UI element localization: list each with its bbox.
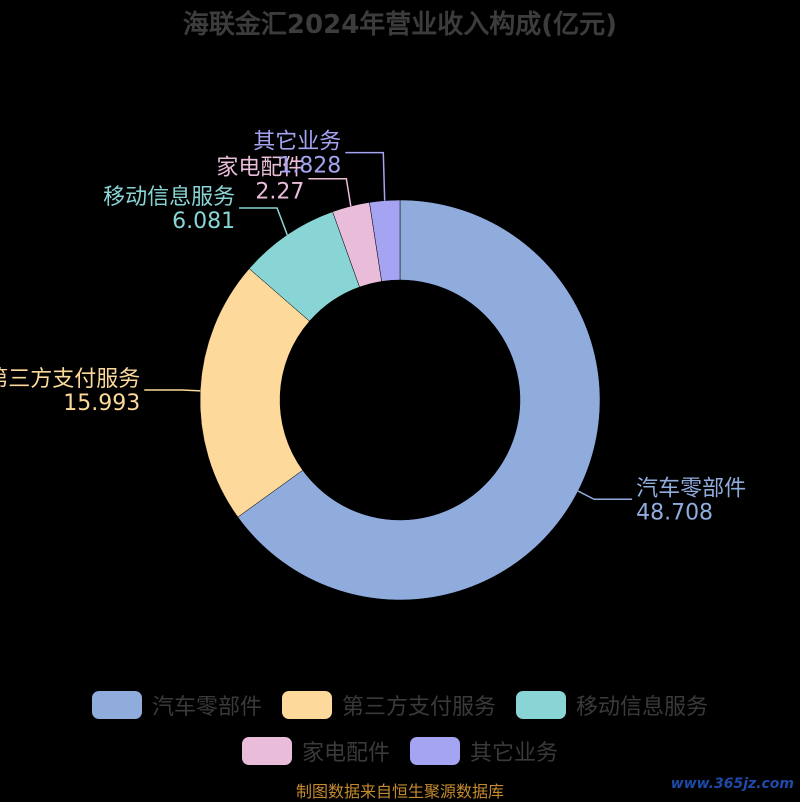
legend-item-third-party-payment[interactable]: 第三方支付服务 — [281, 689, 496, 721]
leader-line-mobile-info — [239, 207, 288, 236]
legend-item-appliance-parts[interactable]: 家电配件 — [241, 735, 390, 767]
slice-label-name-mobile-info: 移动信息服务 — [103, 185, 235, 210]
legend-item-auto-parts[interactable]: 汽车零部件 — [91, 689, 262, 721]
legend-label-third-party-payment: 第三方支付服务 — [341, 695, 496, 720]
legend-label-mobile-info: 移动信息服务 — [576, 695, 709, 720]
leader-line-auto-parts — [577, 490, 633, 501]
legend-label-other-business: 其它业务 — [470, 741, 559, 766]
slice-label-value-mobile-info: 6.081 — [172, 209, 235, 234]
slice-label-value-third-party-payment: 15.993 — [63, 391, 140, 416]
slice-label-value-auto-parts: 48.708 — [636, 500, 713, 525]
legend-swatch-third-party-payment — [281, 691, 332, 719]
legend-label-auto-parts: 汽车零部件 — [151, 695, 262, 720]
legend-swatch-mobile-info — [516, 691, 566, 719]
legend-swatch-auto-parts — [91, 691, 142, 719]
slice-label-value-other-business: 1.828 — [278, 154, 341, 179]
watermark: www.365jz.com — [670, 776, 794, 792]
legend-swatch-other-business — [410, 737, 460, 765]
legend-item-other-business[interactable]: 其它业务 — [410, 735, 558, 767]
legend-row-1: 汽车零部件 第三方支付服务 移动信息服务 — [0, 690, 800, 720]
legend: 汽车零部件 第三方支付服务 移动信息服务 家电配件 其它业务 — [0, 690, 800, 782]
legend-row-2: 家电配件 其它业务 — [0, 736, 800, 766]
donut-slices — [199, 199, 601, 601]
slice-label-name-third-party-payment: 第三方支付服务 — [0, 367, 140, 392]
leader-line-appliance-parts — [308, 177, 352, 207]
data-source-note: 制图数据来自恒生聚源数据库 — [295, 782, 504, 801]
slice-label-name-other-business: 其它业务 — [253, 130, 341, 155]
slice-label-name-appliance-parts: 家电配件 — [216, 156, 304, 181]
slice-label-value-appliance-parts: 2.27 — [255, 180, 304, 205]
slice-other-business[interactable] — [369, 199, 401, 282]
slice-label-name-auto-parts: 汽车零部件 — [636, 476, 746, 501]
leader-line-third-party-payment — [144, 389, 201, 392]
legend-label-appliance-parts: 家电配件 — [301, 741, 390, 766]
slice-third-party-payment[interactable] — [199, 268, 310, 518]
legend-item-mobile-info[interactable]: 移动信息服务 — [516, 689, 708, 721]
leader-line-other-business — [345, 151, 386, 201]
slice-auto-parts[interactable] — [237, 199, 601, 601]
chart-title: 海联金汇2024年营业收入构成(亿元) — [183, 9, 617, 40]
leader-lines — [144, 151, 633, 501]
legend-swatch-appliance-parts — [241, 737, 292, 765]
